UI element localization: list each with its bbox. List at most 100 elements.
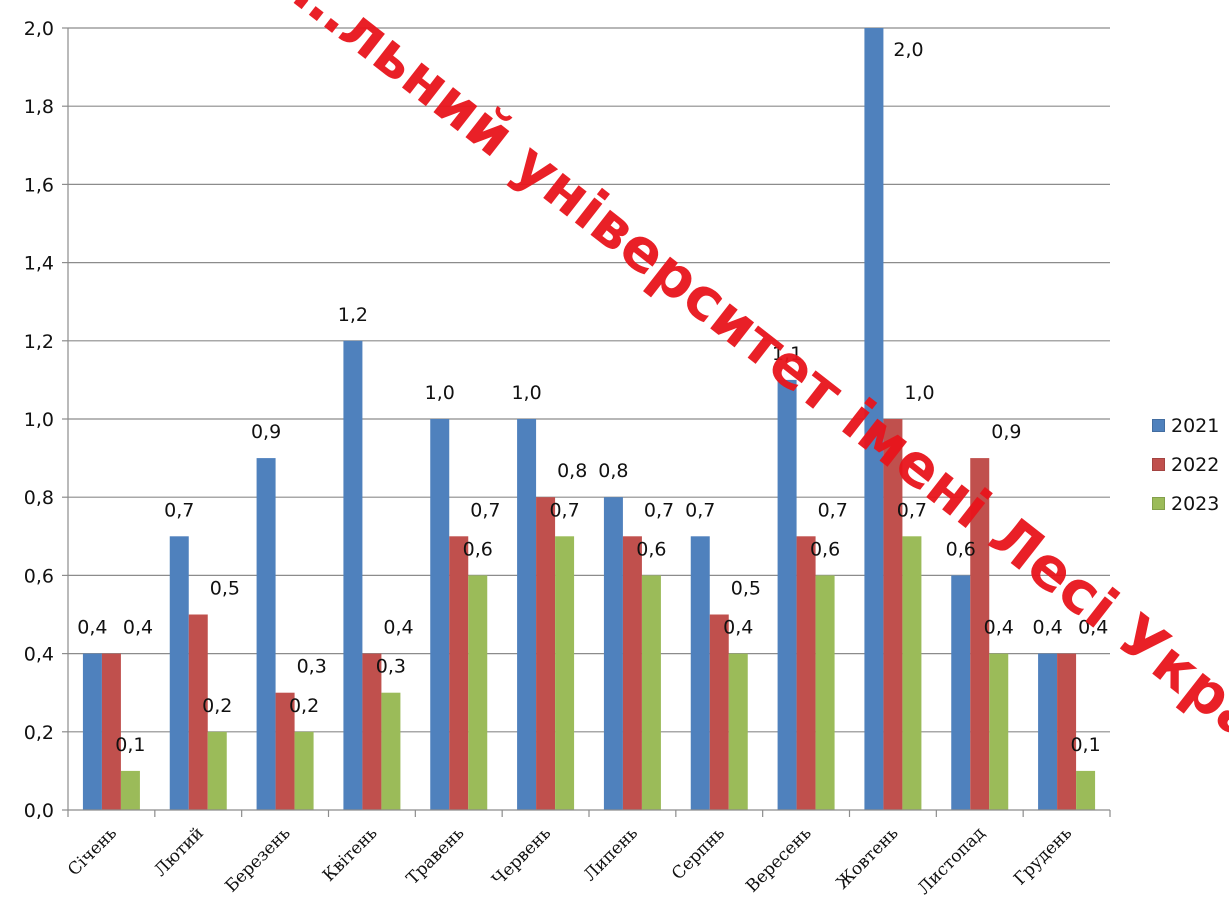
bar: [362, 653, 382, 810]
data-label: 0,7: [685, 499, 715, 521]
data-label: 0,4: [77, 617, 107, 639]
bar: [256, 458, 276, 810]
x-tick-label: Червень: [488, 823, 555, 890]
data-label: 0,5: [731, 578, 761, 600]
bar: [275, 692, 295, 810]
data-label: 0,4: [1078, 617, 1108, 639]
legend-label: 2022: [1171, 453, 1220, 476]
legend-swatch: [1152, 497, 1165, 510]
data-label: 1,0: [425, 382, 455, 404]
x-tick-label: Вересень: [742, 823, 815, 896]
data-label: 0,7: [897, 499, 927, 521]
bar: [169, 536, 189, 810]
legend-item-2022: 2022: [1152, 445, 1219, 484]
bar: [777, 379, 797, 810]
bar: [796, 536, 816, 810]
data-label: 0,7: [164, 499, 194, 521]
x-tick-label: Травень: [403, 823, 468, 888]
x-tick-label: Березень: [221, 823, 294, 896]
data-label: 0,3: [297, 656, 327, 678]
data-label: 0,6: [463, 538, 493, 560]
y-tick-label: 0,4: [24, 644, 54, 666]
data-label: 1,1: [772, 343, 802, 365]
data-label: 0,5: [210, 578, 240, 600]
legend-item-2023: 2023: [1152, 484, 1219, 523]
bar: [690, 536, 710, 810]
x-tick-label: Лютий: [150, 823, 207, 880]
bar: [120, 770, 140, 810]
bar: [641, 575, 661, 810]
legend: 2021 2022 2023: [1152, 406, 1219, 523]
data-label: 0,4: [1032, 617, 1062, 639]
bar: [188, 614, 208, 810]
data-label: 0,7: [470, 499, 500, 521]
data-label: 0,4: [723, 617, 753, 639]
bar: [343, 340, 363, 810]
bar: [449, 536, 469, 810]
bar: [101, 653, 121, 810]
legend-label: 2021: [1171, 414, 1220, 437]
y-tick-label: 0,6: [24, 565, 54, 587]
legend-item-2021: 2021: [1152, 406, 1219, 445]
data-label: 1,0: [511, 382, 541, 404]
bar: [728, 653, 748, 810]
bar: [1038, 653, 1058, 810]
bar: [883, 419, 903, 810]
bar: [709, 614, 729, 810]
bar: [381, 692, 401, 810]
data-label: 0,4: [383, 617, 413, 639]
x-tick-label: Листопад: [914, 823, 989, 898]
bar: [864, 28, 884, 810]
x-tick-label: Серпнь: [668, 823, 729, 884]
x-axis: Січень Лютий Березень Квітень Травень Червень…: [64, 810, 1111, 899]
bar: [970, 458, 990, 810]
data-label: 0,6: [810, 538, 840, 560]
bar: [536, 497, 556, 810]
y-tick-label: 1,6: [24, 174, 54, 196]
data-label: 0,9: [991, 421, 1021, 443]
data-label: 0,2: [289, 695, 319, 717]
legend-swatch: [1152, 419, 1165, 432]
bar: [207, 731, 227, 810]
y-tick-label: 2,0: [24, 18, 54, 40]
bar: [603, 497, 623, 810]
bar: [1057, 653, 1077, 810]
y-tick-label: 1,8: [24, 96, 54, 118]
x-tick-label: Грудень: [1010, 823, 1076, 889]
y-tick-label: 0,0: [24, 800, 54, 822]
x-tick-label: Квітень: [319, 823, 381, 885]
data-label: 0,6: [636, 538, 666, 560]
data-label: 0,1: [115, 734, 145, 756]
bar: [989, 653, 1009, 810]
data-label: 2,0: [893, 39, 923, 61]
x-tick-label: Липень: [580, 823, 642, 885]
data-label: 0,8: [598, 460, 628, 482]
y-tick-label: 1,0: [24, 409, 54, 431]
y-tick-label: 0,8: [24, 487, 54, 509]
bar: [294, 731, 314, 810]
data-label: 0,2: [202, 695, 232, 717]
data-label: 0,8: [557, 460, 587, 482]
bar: [622, 536, 642, 810]
data-label: 0,7: [818, 499, 848, 521]
bar: [82, 653, 102, 810]
x-tick-label: Січень: [64, 823, 121, 880]
bar: [555, 536, 575, 810]
data-label: 0,6: [946, 538, 976, 560]
bar: [815, 575, 835, 810]
bar: [468, 575, 488, 810]
data-labels: 0,4 0,4 0,1 0,7 0,5 0,2 0,9 0,3 0,2 1,2 0,4 0,3 1,0 0…: [77, 39, 1108, 756]
y-tick-label: 1,2: [24, 331, 54, 353]
bar: [1076, 770, 1096, 810]
gridlines: [68, 27, 1110, 733]
data-label: 0,4: [123, 617, 153, 639]
bar: [951, 575, 971, 810]
data-label: 0,7: [549, 499, 579, 521]
data-label: 0,4: [984, 617, 1014, 639]
legend-swatch: [1152, 458, 1165, 471]
data-label: 0,3: [376, 656, 406, 678]
legend-label: 2023: [1171, 492, 1220, 515]
bar: [902, 536, 922, 810]
bars: [82, 28, 1096, 810]
